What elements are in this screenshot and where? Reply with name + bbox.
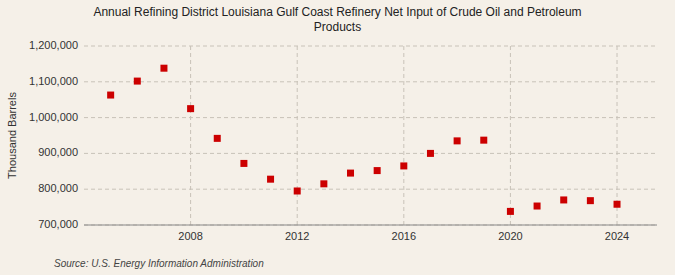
y-grid-line xyxy=(84,81,657,82)
point xyxy=(107,92,114,99)
point xyxy=(427,150,434,157)
points xyxy=(107,65,620,215)
x-tick-label: 2016 xyxy=(392,230,416,242)
axes: 700,000 800,000 900,000 1,000,000 1,100,000 1… xyxy=(29,39,629,242)
title-line: Annual Refining District Louisiana Gulf … xyxy=(93,5,581,19)
y-grid-line xyxy=(84,189,657,190)
title: Annual Refining District Louisiana Gulf … xyxy=(93,5,581,34)
y-grid-line xyxy=(84,117,657,118)
point xyxy=(214,135,221,142)
x-axis-line xyxy=(84,225,657,226)
y-tick-label: 800,000 xyxy=(38,182,78,194)
point xyxy=(240,160,247,167)
point xyxy=(400,162,407,169)
y-tick-label: 1,100,000 xyxy=(29,75,78,87)
point xyxy=(267,176,274,183)
y-tick-label: 900,000 xyxy=(38,146,78,158)
point xyxy=(587,197,594,204)
point xyxy=(320,180,327,187)
point xyxy=(560,196,567,203)
point xyxy=(454,137,461,144)
source: Source: U.S. Energy Information Administ… xyxy=(54,258,264,269)
y-tick-label: 700,000 xyxy=(38,218,78,230)
x-tick-label: 2012 xyxy=(285,230,309,242)
point xyxy=(294,187,301,194)
y-grid-line xyxy=(84,225,657,226)
point xyxy=(534,203,541,210)
point xyxy=(160,65,167,72)
x-tick-label: 2024 xyxy=(605,230,629,242)
y-grid-line xyxy=(84,46,657,47)
x-tick-label: 2008 xyxy=(178,230,202,242)
x-grid-line xyxy=(297,46,298,225)
background xyxy=(0,0,675,275)
point xyxy=(480,137,487,144)
x-grid-line xyxy=(617,46,618,225)
point xyxy=(134,78,141,85)
point xyxy=(507,208,514,215)
y-axis-label: Thousand Barrels xyxy=(6,92,18,179)
point xyxy=(614,201,621,208)
point xyxy=(347,170,354,177)
y-tick-label: 1,200,000 xyxy=(29,39,78,51)
point xyxy=(187,105,194,112)
x-grid-line xyxy=(403,46,404,225)
x-grid-line xyxy=(190,46,191,225)
x-tick-label: 2020 xyxy=(498,230,522,242)
y-tick-label: 1,000,000 xyxy=(29,111,78,123)
title-line: Products xyxy=(314,20,361,34)
grid xyxy=(84,46,657,225)
y-grid-line xyxy=(84,153,657,154)
point xyxy=(374,167,381,174)
x-grid-line xyxy=(510,46,511,225)
chart: 700,000 800,000 900,000 1,000,000 1,100,000 1… xyxy=(0,0,675,275)
